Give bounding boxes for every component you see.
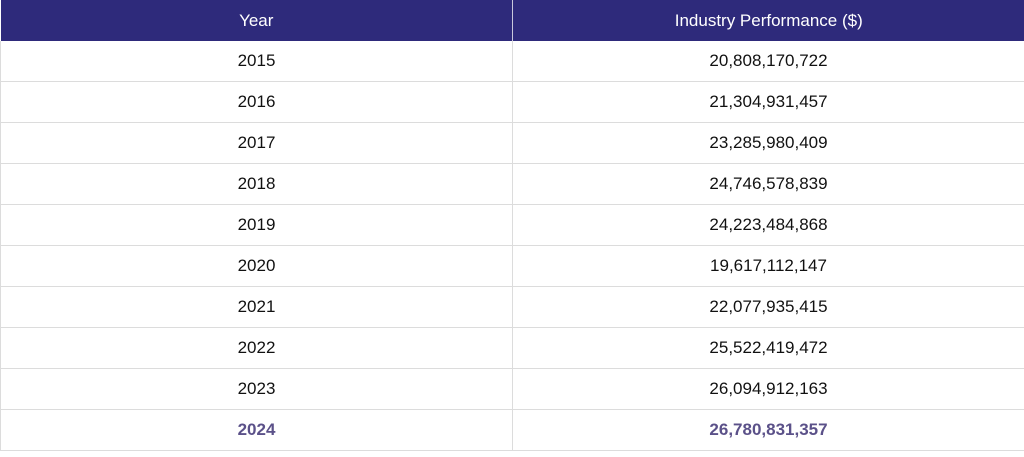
table-row: 2018 24,746,578,839 — [0, 163, 1024, 205]
performance-cell: 20,808,170,722 — [512, 41, 1024, 82]
performance-cell: 22,077,935,415 — [512, 286, 1024, 328]
year-cell: 2015 — [0, 41, 513, 82]
performance-cell: 21,304,931,457 — [512, 81, 1024, 123]
performance-cell: 24,223,484,868 — [512, 204, 1024, 246]
table-row: 2017 23,285,980,409 — [0, 122, 1024, 164]
performance-cell: 26,094,912,163 — [512, 368, 1024, 410]
column-header-performance: Industry Performance ($) — [512, 0, 1024, 41]
performance-cell: 26,780,831,357 — [512, 409, 1024, 451]
header-row: Year Industry Performance ($) — [0, 0, 1024, 41]
year-cell: 2017 — [0, 122, 513, 164]
table-row: 2016 21,304,931,457 — [0, 81, 1024, 123]
performance-cell: 19,617,112,147 — [512, 245, 1024, 287]
table-row: 2022 25,522,419,472 — [0, 327, 1024, 369]
year-cell: 2024 — [0, 409, 513, 451]
performance-cell: 24,746,578,839 — [512, 163, 1024, 205]
year-cell: 2016 — [0, 81, 513, 123]
year-cell: 2021 — [0, 286, 513, 328]
table-row: 2023 26,094,912,163 — [0, 368, 1024, 410]
year-cell: 2023 — [0, 368, 513, 410]
table-body: 2015 20,808,170,722 2016 21,304,931,457 2017… — [0, 41, 1024, 451]
year-cell: 2022 — [0, 327, 513, 369]
table-row: 2019 24,223,484,868 — [0, 204, 1024, 246]
table-row: 2021 22,077,935,415 — [0, 286, 1024, 328]
year-cell: 2019 — [0, 204, 513, 246]
table-row: 2015 20,808,170,722 — [0, 41, 1024, 82]
column-header-year: Year — [0, 0, 513, 41]
year-cell: 2020 — [0, 245, 513, 287]
performance-cell: 25,522,419,472 — [512, 327, 1024, 369]
performance-cell: 23,285,980,409 — [512, 122, 1024, 164]
year-cell: 2018 — [0, 163, 513, 205]
table-row: 2024 26,780,831,357 — [0, 409, 1024, 451]
table-row: 2020 19,617,112,147 — [0, 245, 1024, 287]
